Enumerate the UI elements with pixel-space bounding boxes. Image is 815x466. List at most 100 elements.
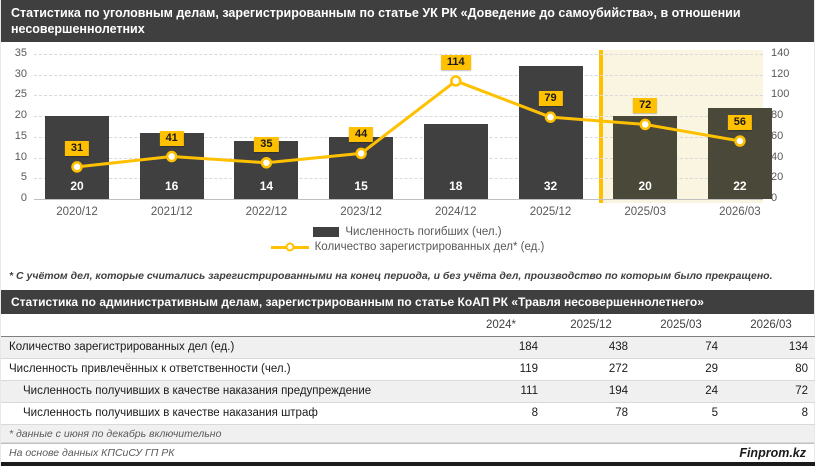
left-axis-tick-25: 25 — [14, 88, 27, 101]
right-axis-tick-0: 0 — [771, 192, 778, 204]
table-column-header: 2025/12 — [546, 314, 636, 337]
line-value-label: 79 — [538, 91, 563, 107]
gridline-30 — [34, 74, 763, 76]
left-axis-tick-0: 0 — [20, 192, 27, 204]
x-axis-label-2021/12: 2021/12 — [150, 206, 193, 218]
right-axis-tick-60: 60 — [771, 129, 784, 142]
line-marker — [450, 75, 462, 87]
table-cell: 5 — [636, 402, 726, 425]
gridline-25 — [34, 95, 763, 97]
bottom-accent-bar — [1, 462, 815, 466]
bar-value-label: 22 — [733, 179, 747, 193]
gridline-20 — [34, 116, 763, 118]
x-axis-label-2025/12: 2025/12 — [529, 206, 572, 218]
table-cell: 78 — [546, 402, 636, 425]
gridline-0 — [34, 199, 763, 200]
table-row-label: Численность получивших в качестве наказа… — [1, 380, 456, 403]
table-cell: 29 — [636, 358, 726, 381]
table-cell: 119 — [456, 358, 546, 381]
table-column-header: 2026/03 — [726, 314, 815, 337]
bar-2020/12 — [45, 116, 109, 199]
table-row-label: Численность привлечённых к ответственнос… — [1, 358, 456, 381]
table-header-row: 2024* 2025/12 2025/03 2026/03 — [1, 314, 815, 337]
line-value-label: 114 — [440, 54, 471, 70]
bar-2023/12 — [329, 136, 394, 199]
left-axis-tick-35: 35 — [14, 47, 27, 59]
line-marker — [639, 118, 651, 131]
bar-2024/12 — [423, 124, 488, 199]
plot-area: 20 16 14 15 18 32 20 22 31 41 35 44 114 79 72 56 — [34, 50, 772, 203]
table-cell: 194 — [546, 380, 636, 403]
table-row-label: Количество зарегистрированных дел (ед.) — [1, 336, 456, 359]
table-cell: 134 — [726, 336, 815, 359]
x-axis-label-2025/03: 2025/03 — [624, 206, 666, 218]
line-marker — [260, 157, 273, 169]
table-cell: 8 — [726, 402, 815, 425]
bar-value-label: 18 — [449, 179, 463, 193]
x-axis-label-2022/12: 2022/12 — [245, 206, 288, 218]
admin-stats-table: 2024* 2025/12 2025/03 2026/03 Количество за… — [1, 314, 815, 425]
bar-value-label: 20 — [70, 179, 84, 193]
x-axis-label-2020/12: 2020/12 — [56, 206, 98, 218]
table-cell: 24 — [636, 380, 726, 403]
table-cell: 438 — [546, 336, 636, 359]
line-marker — [71, 161, 83, 173]
bar-value-label: 14 — [259, 179, 274, 193]
data-source-note: На основе данных КПСиСУ ГП РК — [9, 447, 175, 459]
right-axis-tick-100: 100 — [771, 88, 790, 101]
table-row: Численность привлечённых к ответственнос… — [1, 358, 815, 381]
legend-line-label: Количество зарегистрированных дел* (ед.) — [314, 241, 545, 253]
gridline-35 — [34, 54, 763, 55]
line-value-label: 35 — [254, 136, 279, 152]
table-column-header: 2024* — [456, 314, 546, 337]
bar-value-label: 15 — [354, 179, 368, 193]
left-axis-tick-10: 10 — [14, 150, 27, 163]
bar-value-label: 16 — [165, 179, 179, 193]
table-cell: 74 — [636, 336, 726, 359]
table-row: Численность получивших в качестве наказа… — [1, 402, 815, 425]
line-value-label: 41 — [159, 130, 184, 146]
line-value-label: 56 — [727, 115, 753, 130]
chart-footnote: * С учётом дел, которые считались зареги… — [9, 270, 773, 282]
x-axis-label-2023/12: 2023/12 — [340, 206, 382, 218]
line-value-label: 31 — [64, 140, 90, 156]
criminal-stats-title: Статистика по уголовным делам, зарегистр… — [1, 0, 814, 42]
table-cell: 80 — [726, 358, 815, 381]
bar-2025/12 — [518, 66, 583, 199]
chart-legend: Численность погибших (чел.) Количество з… — [1, 226, 814, 264]
table-corner-cell — [1, 314, 456, 337]
right-axis-tick-140: 140 — [771, 47, 790, 59]
bar-value-label: 20 — [638, 179, 652, 193]
gridline-10 — [34, 157, 763, 159]
right-axis-tick-20: 20 — [771, 171, 784, 184]
combo-chart: 20 16 14 15 18 32 20 22 31 41 35 44 114 79 72 56 0 5 10 15… — [1, 42, 815, 224]
table-cell: 272 — [546, 358, 636, 381]
left-axis-tick-30: 30 — [14, 67, 27, 80]
left-axis-tick-5: 5 — [20, 171, 27, 184]
line-marker — [355, 147, 367, 160]
line-marker — [544, 111, 557, 123]
table-footnote: * данные с июня по декабрь включительно — [1, 424, 814, 443]
table-cell: 111 — [456, 380, 546, 403]
right-axis-tick-40: 40 — [771, 150, 784, 163]
table-column-header: 2025/03 — [636, 314, 726, 337]
bar-value-label: 32 — [543, 179, 558, 193]
table-cell: 72 — [726, 380, 815, 403]
registered-cases-line — [71, 75, 746, 173]
gridline-15 — [34, 136, 763, 138]
legend-item-line: Количество зарегистрированных дел* (ед.) — [270, 241, 545, 253]
right-axis-tick-120: 120 — [771, 67, 790, 80]
left-axis-tick-15: 15 — [14, 129, 27, 142]
brand-logo: Finprom.kz — [739, 446, 806, 460]
table-row: Численность получивших в качестве наказа… — [1, 380, 815, 403]
table-cell: 184 — [456, 336, 546, 359]
bar-series-swatch — [313, 227, 340, 237]
table-cell: 8 — [456, 402, 546, 425]
line-marker — [734, 135, 746, 147]
line-value-label: 72 — [633, 98, 658, 114]
right-axis-tick-80: 80 — [771, 109, 784, 122]
forecast-divider-line — [598, 50, 603, 203]
line-marker — [165, 150, 178, 163]
table-body: Количество зарегистрированных дел (ед.) 1… — [1, 336, 815, 425]
